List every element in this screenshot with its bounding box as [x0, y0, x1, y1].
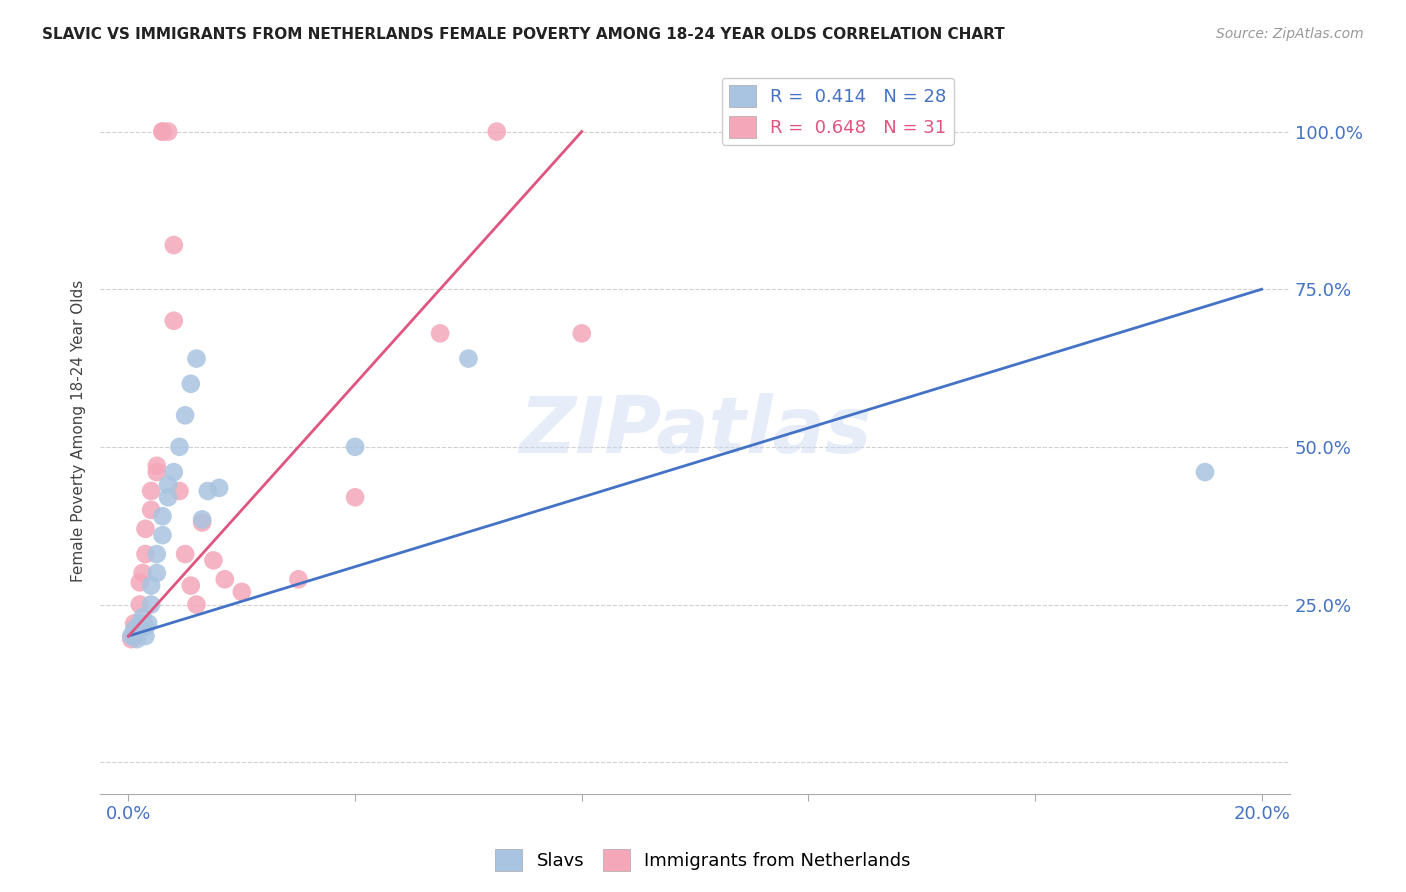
Text: Source: ZipAtlas.com: Source: ZipAtlas.com [1216, 27, 1364, 41]
Point [128, 619, 150, 633]
Point [191, 512, 214, 526]
Point [131, 566, 153, 580]
Point [169, 483, 191, 498]
Point [139, 578, 162, 592]
Point [122, 623, 145, 637]
Point [202, 553, 225, 567]
Point [128, 575, 150, 590]
Point [131, 610, 153, 624]
Point [134, 547, 156, 561]
Point [139, 483, 162, 498]
Point [122, 629, 145, 643]
Point [1194, 465, 1216, 479]
Point [139, 598, 162, 612]
Point [191, 516, 214, 530]
Point [125, 619, 148, 633]
Point [146, 566, 169, 580]
Point [152, 125, 174, 139]
Legend: R =  0.414   N = 28, R =  0.648   N = 31: R = 0.414 N = 28, R = 0.648 N = 31 [721, 78, 955, 145]
Point [169, 440, 191, 454]
Point [163, 314, 186, 328]
Point [571, 326, 593, 341]
Point [457, 351, 479, 366]
Point [134, 522, 156, 536]
Point [197, 483, 219, 498]
Point [157, 491, 180, 505]
Point [163, 465, 186, 479]
Point [134, 619, 156, 633]
Point [429, 326, 451, 341]
Point [174, 547, 197, 561]
Point [128, 598, 150, 612]
Point [174, 409, 197, 423]
Point [139, 503, 162, 517]
Point [214, 572, 236, 586]
Legend: Slavs, Immigrants from Netherlands: Slavs, Immigrants from Netherlands [488, 842, 918, 879]
Point [231, 585, 253, 599]
Point [152, 125, 174, 139]
Point [146, 547, 169, 561]
Point [208, 481, 231, 495]
Y-axis label: Female Poverty Among 18-24 Year Olds: Female Poverty Among 18-24 Year Olds [72, 280, 86, 582]
Point [122, 616, 145, 631]
Text: SLAVIC VS IMMIGRANTS FROM NETHERLANDS FEMALE POVERTY AMONG 18-24 YEAR OLDS CORRE: SLAVIC VS IMMIGRANTS FROM NETHERLANDS FE… [42, 27, 1005, 42]
Point [152, 509, 174, 524]
Point [485, 125, 508, 139]
Point [120, 632, 142, 647]
Point [146, 465, 169, 479]
Point [344, 491, 367, 505]
Point [157, 477, 180, 491]
Point [157, 125, 180, 139]
Point [120, 629, 142, 643]
Point [163, 238, 186, 252]
Point [152, 528, 174, 542]
Point [180, 376, 202, 391]
Point [287, 572, 309, 586]
Point [186, 351, 208, 366]
Point [136, 616, 159, 631]
Point [344, 440, 367, 454]
Point [128, 616, 150, 631]
Point [146, 458, 169, 473]
Point [186, 598, 208, 612]
Point [180, 578, 202, 592]
Point [134, 629, 156, 643]
Text: ZIPatlas: ZIPatlas [519, 393, 872, 469]
Point [125, 632, 148, 647]
